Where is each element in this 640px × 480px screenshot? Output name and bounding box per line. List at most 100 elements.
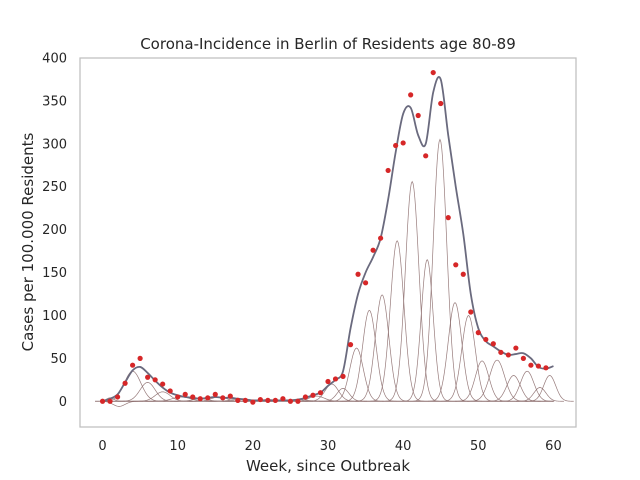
data-point [468, 309, 474, 315]
data-point [317, 390, 324, 396]
data-point [408, 92, 414, 98]
data-point [400, 140, 406, 146]
x-tick-label: 30 [320, 439, 337, 454]
chart-title: Corona-Incidence in Berlin of Residents … [140, 35, 516, 53]
data-point [287, 398, 294, 404]
plot-frame [79, 57, 577, 428]
data-point [385, 167, 391, 174]
data-point [370, 247, 376, 253]
fit-component-26 [486, 375, 541, 402]
data-point [220, 395, 226, 401]
data-point [347, 342, 354, 348]
fit-component-16 [342, 309, 397, 402]
data-point [475, 330, 481, 336]
data-point [393, 142, 399, 149]
data-point [423, 153, 429, 159]
data-point [280, 396, 286, 402]
data-point [160, 381, 166, 387]
fit-component-27 [500, 370, 555, 402]
y-axis-label: Cases per 100.000 Residents [19, 132, 37, 351]
data-point [99, 398, 106, 404]
data-point [513, 345, 519, 351]
y-tick-label: 100 [42, 309, 67, 324]
data-point [332, 376, 339, 382]
y-tick-label: 300 [42, 137, 67, 152]
data-point [227, 393, 233, 399]
x-axis-ticks: 0 10 20 30 40 50 60 [98, 439, 561, 454]
x-tick-label: 20 [245, 439, 262, 454]
data-point [122, 380, 128, 386]
fit-component-21 [412, 138, 468, 402]
data-point [445, 215, 451, 221]
data-point [483, 336, 489, 343]
data-point [543, 365, 549, 371]
data-point [257, 396, 263, 403]
fit-component-19 [385, 180, 440, 402]
data-point [415, 112, 421, 119]
fit-component-18 [370, 240, 425, 402]
data-point [340, 373, 346, 379]
fit-component-4 [117, 382, 178, 402]
y-tick-label: 50 [50, 352, 67, 367]
data-point [498, 349, 504, 355]
x-tick-label: 50 [470, 439, 487, 454]
data-point [182, 391, 188, 397]
fit-component-29 [525, 375, 574, 402]
data-point [272, 397, 278, 403]
y-tick-label: 400 [42, 52, 67, 67]
data-point [325, 378, 331, 385]
fit-component-24 [455, 360, 510, 402]
data-point [535, 363, 542, 369]
fit-component-23 [441, 314, 496, 402]
data-point [355, 271, 361, 277]
data-point [505, 352, 511, 358]
data-points [99, 69, 549, 405]
data-point [460, 271, 466, 277]
fit-component-15 [329, 347, 384, 402]
data-point [152, 377, 158, 383]
data-point [362, 280, 369, 286]
x-tick-label: 40 [395, 439, 412, 454]
fit-component-20 [403, 259, 452, 402]
data-point [528, 362, 534, 368]
data-point [430, 69, 436, 76]
data-point [175, 394, 181, 400]
data-point [205, 395, 211, 401]
data-point [197, 396, 203, 402]
y-tick-label: 0 [59, 395, 67, 410]
fit-component-22 [427, 302, 483, 402]
data-point [235, 397, 241, 403]
x-tick-label: 0 [98, 439, 106, 454]
data-point [265, 397, 271, 403]
plot-area [80, 58, 576, 427]
data-point [190, 394, 196, 400]
fit-component-17 [355, 294, 410, 402]
data-point [145, 374, 151, 380]
data-point [520, 355, 526, 361]
x-tick-label: 10 [169, 439, 186, 454]
data-point [378, 235, 384, 241]
data-point [130, 362, 136, 368]
data-point [302, 394, 309, 400]
data-point [250, 399, 256, 405]
y-tick-label: 350 [42, 94, 67, 109]
fit-component-25 [467, 359, 528, 402]
data-point [114, 394, 121, 400]
data-point [137, 355, 143, 361]
data-point [212, 391, 218, 397]
y-axis-ticks: 0 50 100 150 200 250 300 350 400 [42, 52, 67, 410]
data-point [295, 398, 301, 404]
y-tick-label: 150 [42, 266, 67, 281]
x-tick-label: 60 [545, 439, 562, 454]
data-point [490, 341, 496, 347]
data-point [453, 262, 459, 268]
data-point [438, 100, 444, 107]
x-axis-label: Week, since Outbreak [246, 457, 410, 475]
y-tick-label: 200 [42, 223, 67, 238]
data-point [310, 392, 316, 398]
data-point [167, 388, 173, 394]
y-tick-label: 250 [42, 180, 67, 195]
data-point [242, 397, 248, 403]
data-point [107, 398, 113, 404]
